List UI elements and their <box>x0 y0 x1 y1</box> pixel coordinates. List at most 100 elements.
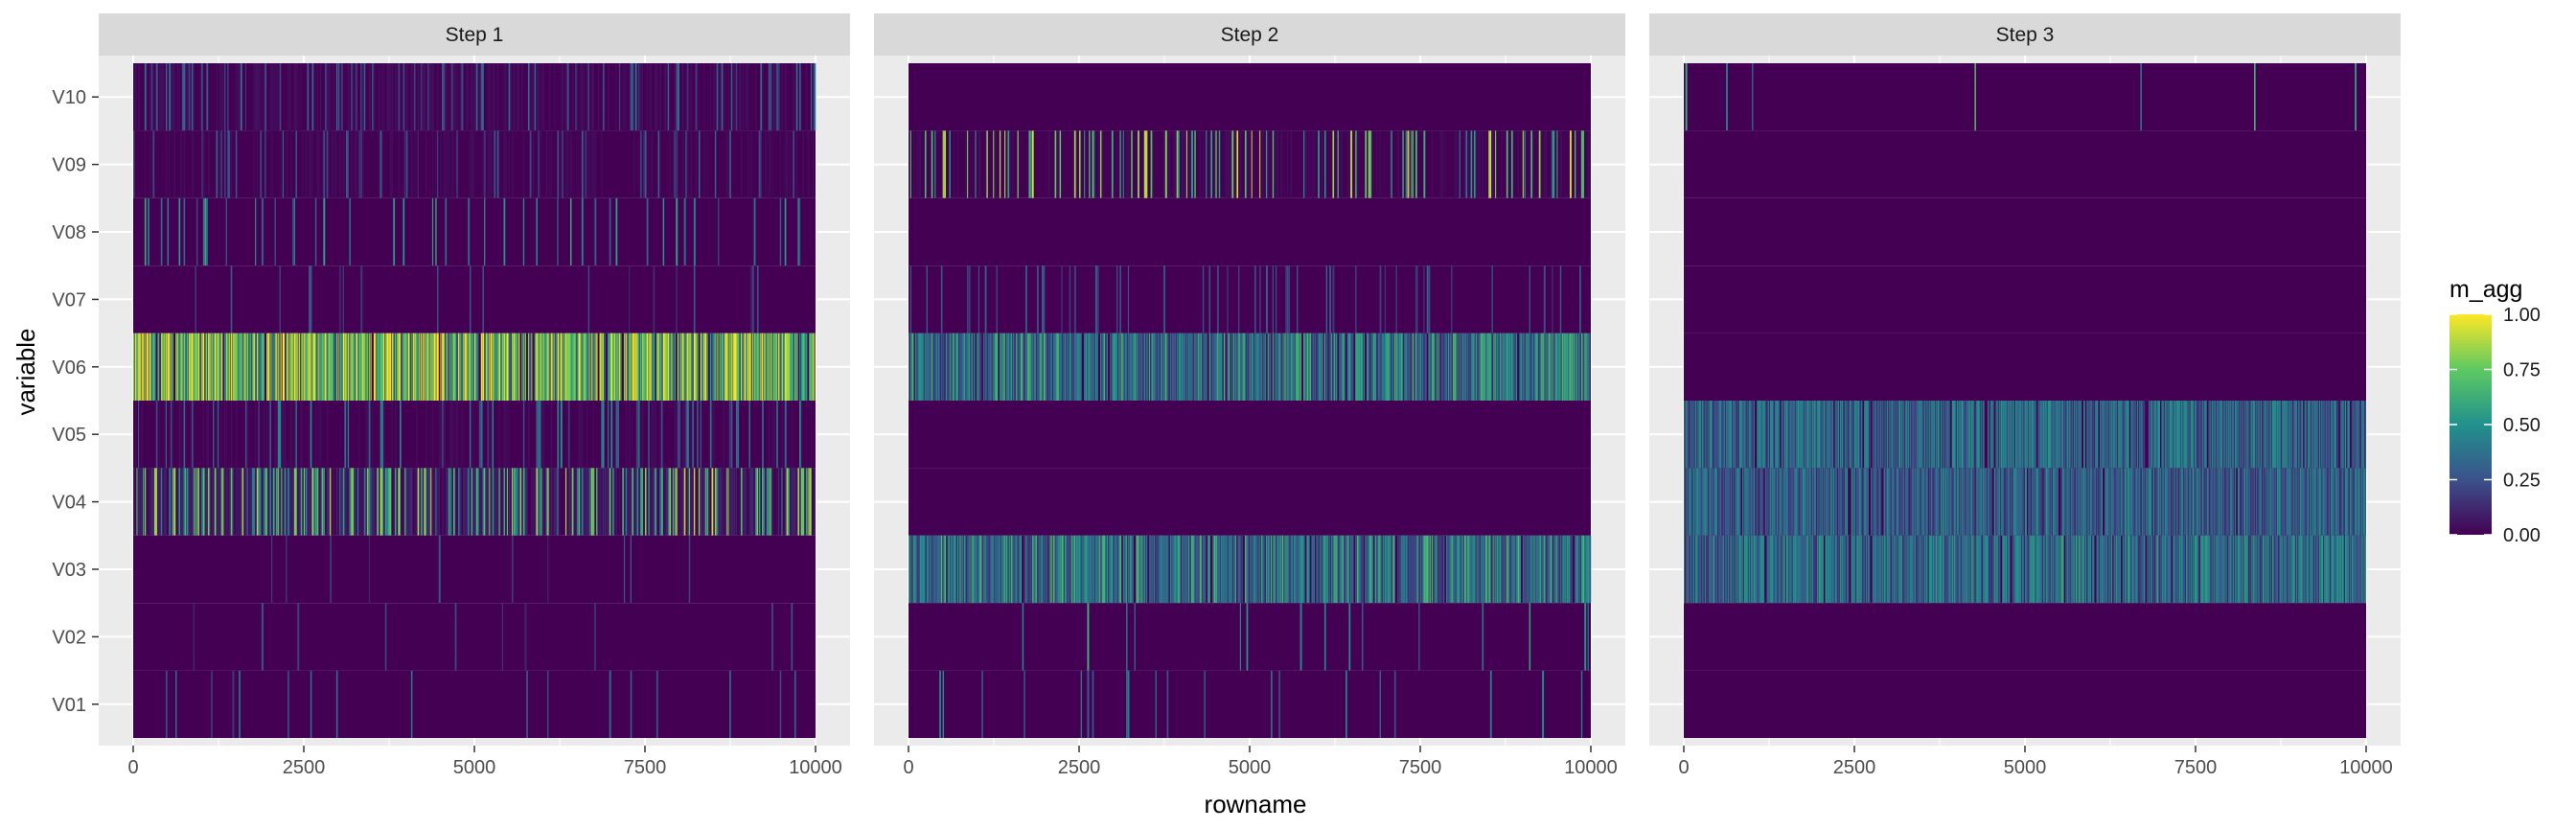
heatmap-tile <box>1715 401 1718 469</box>
heatmap-tile <box>2292 535 2295 604</box>
heatmap-tile <box>1248 130 1251 198</box>
heatmap-tile <box>1963 468 1965 536</box>
heatmap-tile <box>311 63 314 131</box>
heatmap-tile <box>2264 535 2266 604</box>
heatmap-tile <box>2224 535 2226 604</box>
heatmap-tile <box>783 333 786 401</box>
heatmap-tile <box>261 197 264 266</box>
heatmap-tile <box>1147 333 1149 401</box>
heatmap-tile <box>165 468 168 536</box>
heatmap-tile <box>437 468 439 536</box>
heatmap-tile <box>667 63 670 131</box>
heatmap-tile <box>401 333 403 401</box>
heatmap-tile <box>719 63 722 131</box>
heatmap-tile <box>674 468 676 536</box>
heatmap-tile <box>776 468 778 536</box>
heatmap-tile <box>718 468 720 536</box>
facet-panel-1: Step 10 2500 5000 7500 10000 <box>99 13 850 778</box>
heatmap-tile <box>1467 333 1469 401</box>
heatmap-tile <box>157 468 159 536</box>
heatmap-tile <box>2114 535 2116 604</box>
heatmap-tile <box>1899 401 1901 469</box>
heatmap-tile <box>660 401 663 469</box>
heatmap-tile <box>791 603 794 671</box>
heatmap-tile <box>1239 333 1242 401</box>
heatmap-tile <box>1281 535 1284 604</box>
heatmap-tile <box>1418 535 1420 604</box>
heatmap-tile <box>1090 333 1092 401</box>
heatmap-tile <box>1848 535 1850 604</box>
heatmap-tile <box>583 333 586 401</box>
heatmap-tile <box>2236 401 2238 469</box>
heatmap-tile <box>141 468 143 536</box>
heatmap-tile <box>240 63 242 131</box>
heatmap-tile <box>305 130 308 198</box>
heatmap-tile <box>419 63 421 131</box>
heatmap-tile <box>613 333 616 401</box>
heatmap-tile <box>949 130 951 198</box>
heatmap-tile <box>1854 468 1856 536</box>
heatmap-tile <box>448 468 450 536</box>
heatmap-tile <box>1726 535 1728 604</box>
heatmap-tiles <box>1684 63 2367 738</box>
heatmap-tile <box>1852 401 1854 469</box>
heatmap-tile <box>449 468 452 536</box>
heatmap-tile <box>235 130 238 198</box>
heatmap-tile <box>1953 535 1955 604</box>
heatmap-tile <box>1087 333 1090 401</box>
heatmap-tile <box>954 535 956 604</box>
heatmap-tile <box>1405 333 1408 401</box>
heatmap-tile <box>264 468 266 536</box>
legend-tick-label: 0.00 <box>2503 525 2541 546</box>
heatmap-tile <box>402 130 404 198</box>
heatmap-tile <box>1715 468 1718 536</box>
heatmap-tile <box>2291 468 2293 536</box>
heatmap-tile <box>2173 535 2174 604</box>
heatmap-tile <box>178 401 181 469</box>
heatmap-tile <box>1988 401 1990 469</box>
heatmap-tile <box>592 130 595 198</box>
heatmap-tile <box>986 130 988 198</box>
heatmap-row-V10 <box>908 63 1591 131</box>
heatmap-tile <box>2060 401 2063 469</box>
heatmap-tile <box>1942 468 1944 536</box>
heatmap-tile <box>1132 535 1135 604</box>
heatmap-tile <box>2007 401 2010 469</box>
heatmap-tile <box>1047 535 1050 604</box>
x-axis-title: rowname <box>1205 790 1307 818</box>
heatmap-tile <box>2288 535 2290 604</box>
heatmap-tile <box>495 130 497 198</box>
heatmap-tile <box>342 468 345 536</box>
heatmap-tile <box>2174 468 2176 536</box>
heatmap-tile <box>984 265 987 334</box>
heatmap-tile <box>1040 333 1042 401</box>
heatmap-tile <box>1799 468 1802 536</box>
heatmap-tile <box>1449 535 1452 604</box>
heatmap-tile <box>1014 333 1016 401</box>
heatmap-tile <box>1958 401 1961 469</box>
heatmap-tile <box>1918 468 1920 536</box>
heatmap-tile <box>1696 401 1698 469</box>
heatmap-tile <box>1264 535 1266 604</box>
heatmap-tile <box>1122 130 1124 198</box>
heatmap-tile <box>279 63 282 131</box>
heatmap-tile <box>1937 401 1940 469</box>
heatmap-tile <box>725 130 728 198</box>
heatmap-tile <box>786 468 789 536</box>
heatmap-tile <box>698 468 701 536</box>
heatmap-tile <box>1286 535 1289 604</box>
heatmap-tile <box>2096 468 2098 536</box>
heatmap-tile <box>2292 401 2295 469</box>
heatmap-tile <box>2089 468 2092 536</box>
heatmap-tile <box>2245 468 2248 536</box>
heatmap-tile <box>734 63 736 131</box>
heatmap-tile <box>1180 333 1182 401</box>
y-tick-label: V03 <box>52 560 86 581</box>
heatmap-tile <box>1986 468 1988 536</box>
heatmap-tile <box>700 468 702 536</box>
heatmap-tile <box>2262 401 2264 469</box>
heatmap-tile <box>1797 535 1800 604</box>
heatmap-tile <box>2294 535 2296 604</box>
heatmap-tile <box>1239 130 1242 198</box>
heatmap-tile <box>1462 535 1464 604</box>
